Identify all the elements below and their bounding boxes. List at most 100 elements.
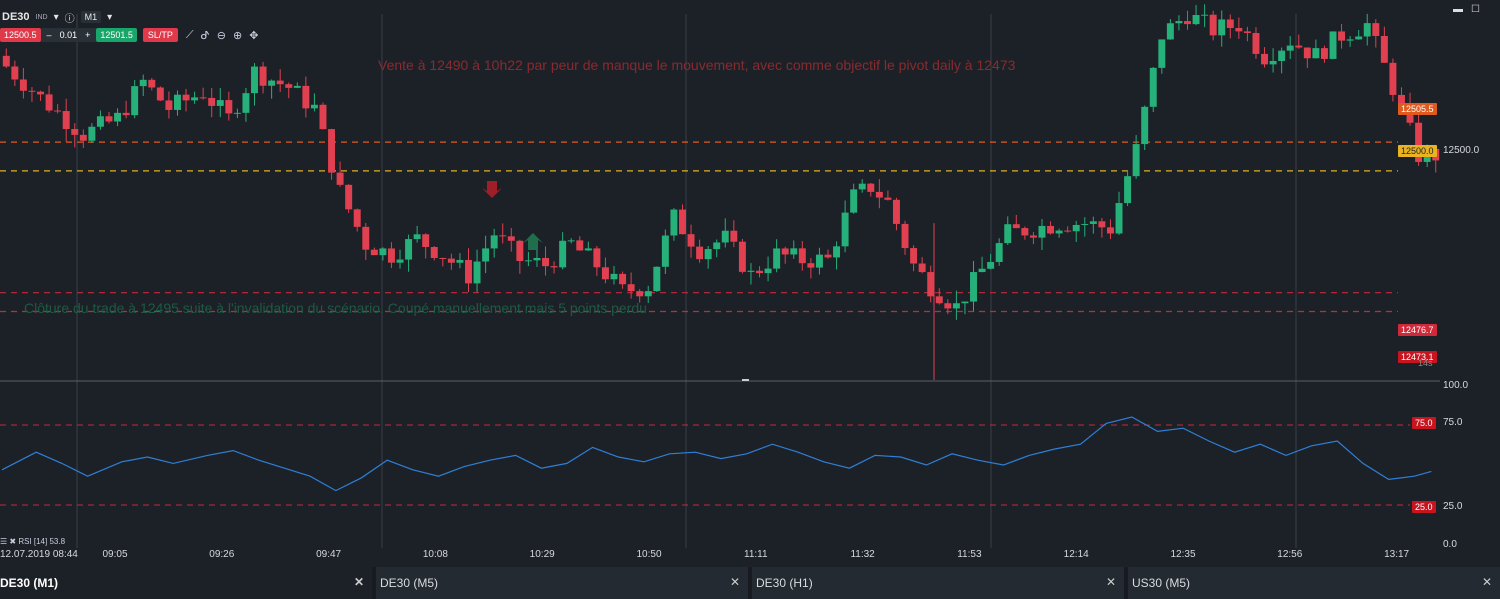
chart-toolbar: DE30 IND ▾ ⓘ M1 ▾	[0, 8, 112, 26]
time-tick-label: 09:05	[102, 549, 128, 560]
sell-annotation: Vente à 12490 à 10h22 par peur de manque…	[378, 57, 1016, 73]
zoom-in-icon[interactable]: ⊕	[232, 29, 243, 42]
candle-body	[1372, 23, 1380, 36]
zoom-out-icon[interactable]: ⊖	[216, 29, 226, 42]
symbol-name[interactable]: DE30	[2, 11, 30, 23]
candle-body	[88, 126, 96, 141]
candle-body	[1072, 224, 1080, 232]
candle-body	[259, 66, 267, 86]
candle-body	[781, 248, 789, 255]
candle-body	[1380, 35, 1388, 63]
candle-body	[482, 248, 490, 262]
candle-body	[1029, 235, 1037, 238]
candle-body	[319, 104, 327, 130]
rsi-tag-high: 75.0	[1412, 417, 1436, 429]
candle-body	[285, 84, 293, 88]
sltp-button[interactable]: SL/TP	[142, 28, 178, 42]
candle-body	[798, 248, 806, 264]
candle-body	[995, 243, 1003, 262]
candle-body	[1209, 14, 1217, 36]
info-icon[interactable]: ⓘ	[64, 13, 75, 25]
candle-body	[1115, 203, 1123, 234]
tab-de30-m1[interactable]: DE30 (M1) ✕	[0, 567, 372, 599]
minimize-icon[interactable]: ▬	[1453, 4, 1464, 15]
candle-body	[1106, 227, 1114, 234]
candle-body	[96, 116, 104, 127]
tab-de30-h1[interactable]: DE30 (H1) ✕	[752, 567, 1124, 599]
candle-body	[1047, 225, 1055, 234]
decrease-volume-button[interactable]: –	[46, 30, 52, 40]
move-icon[interactable]: ✥	[249, 29, 259, 42]
candle-body	[1012, 224, 1020, 229]
candle-body	[1269, 60, 1277, 65]
price-chart[interactable]	[0, 0, 1500, 566]
volume-value[interactable]: 0.01	[59, 30, 78, 40]
timeframe-select[interactable]: M1	[80, 11, 102, 23]
chevron-down-icon[interactable]: ▾	[107, 11, 113, 23]
close-icon[interactable]: ✕	[1481, 575, 1492, 589]
candle-body	[1055, 230, 1063, 234]
candle-body	[559, 240, 567, 268]
line-tool-icon[interactable]: ⟋	[185, 28, 194, 41]
tab-de30-m5[interactable]: DE30 (M5) ✕	[376, 567, 748, 599]
candle-body	[824, 254, 832, 258]
tab-label: DE30 (M1)	[0, 576, 59, 590]
candle-body	[1201, 14, 1209, 16]
candle-body	[1158, 39, 1166, 68]
rsi-axis-high: 75.0	[1443, 417, 1463, 428]
candle-body	[679, 209, 686, 235]
candle-body	[413, 234, 421, 240]
candle-body	[944, 303, 952, 309]
candle-body	[918, 263, 926, 273]
candle-body	[54, 110, 62, 112]
rsi-indicator-label[interactable]: ☰ ✖ RSI [14] 53.8	[0, 537, 66, 546]
volume-stepper[interactable]: – 0.01 +	[40, 28, 97, 42]
tab-us30-m5[interactable]: US30 (M5) ✕	[1128, 567, 1500, 599]
candle-body	[233, 112, 241, 114]
candle-body	[738, 241, 746, 272]
price-axis-current: 12500.0	[1443, 145, 1480, 156]
candle-body	[1089, 221, 1097, 224]
candle-body	[362, 226, 370, 250]
candle-body	[653, 266, 661, 292]
candle-body	[1218, 19, 1226, 36]
candle-body	[584, 248, 592, 251]
candle-body	[208, 97, 216, 106]
time-tick-label: 09:47	[316, 549, 342, 560]
candle-body	[499, 235, 507, 237]
time-tick-label: 13:17	[1384, 549, 1410, 560]
buy-button[interactable]: 12501.5	[96, 28, 137, 42]
chevron-down-icon[interactable]: ▾	[53, 11, 59, 23]
increase-volume-button[interactable]: +	[85, 30, 91, 40]
chart-tabs: DE30 (M1) ✕ DE30 (M5) ✕ DE30 (H1) ✕ US30 (M…	[0, 567, 1500, 599]
candle-body	[242, 93, 250, 113]
close-icon[interactable]: ✕	[353, 575, 364, 589]
candle-body	[387, 248, 395, 263]
time-tick-label: 12:35	[1170, 549, 1196, 560]
candle-countdown: 14s	[1418, 358, 1433, 368]
time-tick-label: 11:53	[957, 549, 982, 560]
sell-button[interactable]: 12500.5	[0, 28, 41, 42]
candle-body	[447, 258, 455, 263]
candle-body	[370, 249, 378, 256]
candle-body	[704, 249, 712, 260]
close-icon[interactable]: ✕	[1105, 575, 1116, 589]
candle-body	[927, 272, 935, 297]
close-icon[interactable]: ✕	[729, 575, 740, 589]
candle-body	[747, 270, 755, 272]
candle-body	[516, 240, 524, 261]
candle-body	[1346, 39, 1354, 41]
candle-body	[139, 79, 147, 87]
maximize-icon[interactable]: ☐	[1471, 4, 1480, 15]
candle-body	[773, 248, 781, 269]
candle-body	[970, 272, 977, 302]
candle-body	[105, 116, 113, 122]
order-panel: 12500.5 – 0.01 + 12501.5 SL/TP ⟋ ᕷ ⊖ ⊕ ✥	[0, 28, 258, 42]
time-axis-start: 12.07.2019 08:44	[0, 549, 78, 560]
candle-body	[353, 209, 361, 227]
candle-body	[884, 197, 892, 200]
candle-body	[310, 104, 318, 109]
candle-body	[567, 240, 575, 242]
rsi-line	[1, 416, 1432, 492]
indicator-icon[interactable]: ᕷ	[200, 29, 210, 42]
